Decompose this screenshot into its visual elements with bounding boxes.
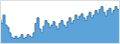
plot-area [1,7,119,43]
chart-container [0,0,120,44]
step-area [1,7,119,43]
chart-svg [0,0,120,44]
plot-frame [1,1,120,44]
step-line [1,7,119,39]
